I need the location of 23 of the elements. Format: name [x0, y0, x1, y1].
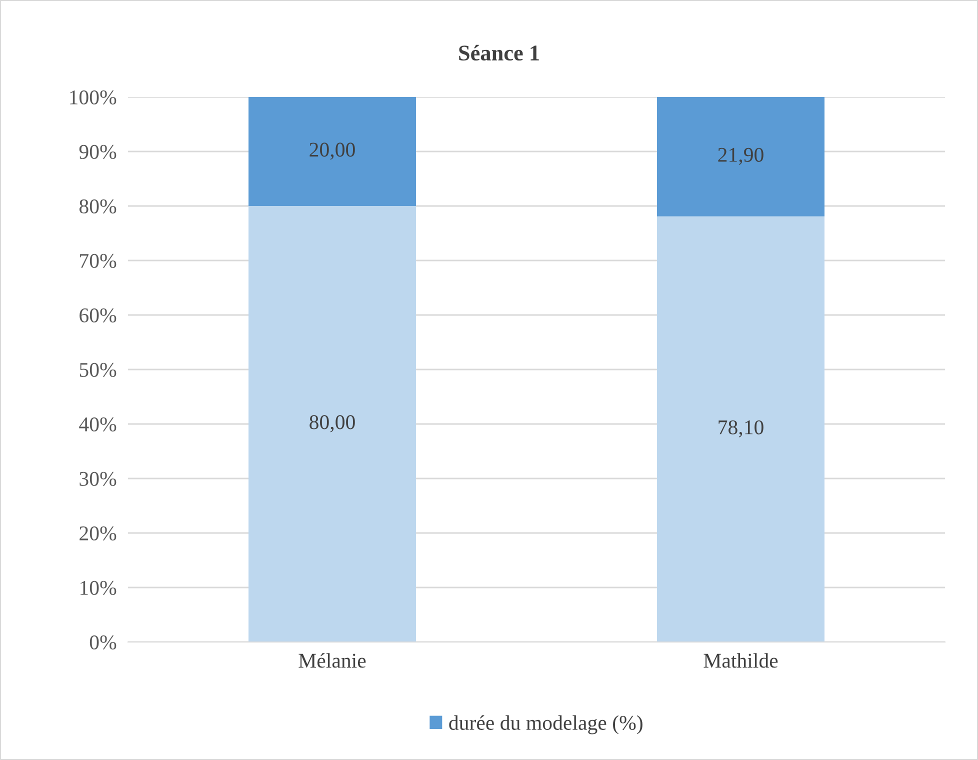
- x-tick-label: Mélanie: [298, 653, 366, 668]
- y-tick-label: 60%: [80, 308, 116, 322]
- data-label: 80,00: [310, 415, 355, 432]
- y-tick-label: 30%: [80, 472, 116, 486]
- bar: [657, 97, 824, 216]
- y-tick-label: 0%: [90, 635, 116, 650]
- data-label: 78,10: [718, 420, 764, 438]
- bar: [657, 216, 824, 642]
- bar: [248, 206, 416, 642]
- x-tick-label: Mathilde: [704, 653, 778, 668]
- bar: [248, 97, 416, 206]
- y-tick-label: 20%: [80, 526, 116, 540]
- legend-label: durée du modelage (%): [449, 715, 642, 734]
- y-tick-label: 80%: [79, 199, 116, 214]
- y-tick-label: 100%: [70, 90, 116, 104]
- y-tick-label: 10%: [80, 580, 116, 595]
- data-label: 20,00: [310, 142, 355, 160]
- y-tick-label: 50%: [80, 362, 116, 377]
- y-tick-label: 40%: [79, 417, 116, 432]
- data-label: 21,90: [718, 148, 764, 165]
- y-tick-label: 90%: [79, 144, 116, 159]
- chart-title: Séance 1: [459, 44, 539, 61]
- y-tick-label: 70%: [80, 254, 116, 268]
